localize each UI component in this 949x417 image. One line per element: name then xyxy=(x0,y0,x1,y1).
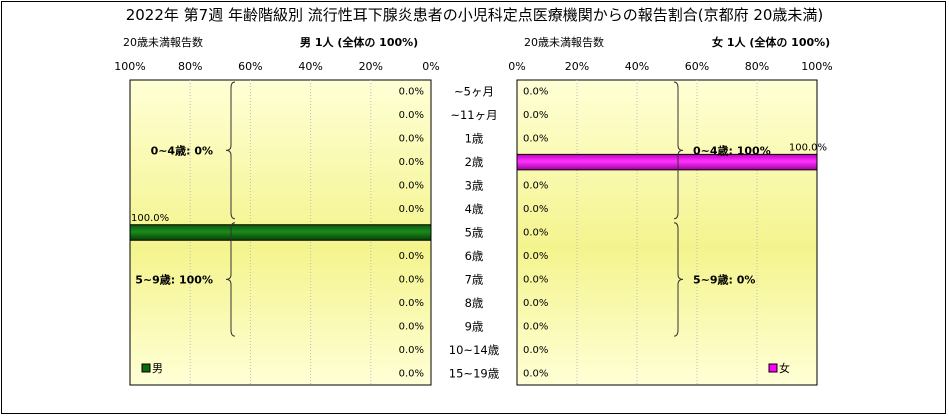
right-data-label: 0.0% xyxy=(523,251,548,262)
left-age-group-label: 0~4歳: 0% xyxy=(151,143,213,157)
left-data-label: 0.0% xyxy=(399,134,424,145)
right-data-label: 0.0% xyxy=(523,110,548,121)
left-panel-header: 20歳未満報告数 xyxy=(123,36,203,49)
right-data-label: 0.0% xyxy=(523,204,548,215)
right-data-label: 0.0% xyxy=(523,345,548,356)
age-category-label: 5歳 xyxy=(465,226,484,240)
left-x-tick-label: 20% xyxy=(359,60,383,73)
left-data-label: 0.0% xyxy=(399,298,424,309)
right-data-label: 0.0% xyxy=(523,274,548,285)
right-data-label: 0.0% xyxy=(523,181,548,192)
age-category-label: 1歳 xyxy=(465,132,484,146)
left-data-label: 0.0% xyxy=(399,345,424,356)
female-total-label: 女 1人 (全体の 100%) xyxy=(712,36,831,49)
left-data-label: 100.0% xyxy=(131,213,169,224)
left-data-label: 0.0% xyxy=(399,110,424,121)
right-plot-area xyxy=(516,79,818,386)
right-panel-header: 20歳未満報告数 xyxy=(524,36,604,49)
age-category-label: 3歳 xyxy=(465,179,484,193)
legend-female-swatch xyxy=(768,363,778,373)
left-x-tick-label: 60% xyxy=(238,60,262,73)
right-age-group-label: 5~9歳: 0% xyxy=(693,272,755,286)
left-data-label: 0.0% xyxy=(399,321,424,332)
age-category-label: 4歳 xyxy=(465,202,484,216)
right-x-tick-label: 40% xyxy=(625,60,649,73)
right-data-label: 0.0% xyxy=(523,321,548,332)
legend-male-swatch xyxy=(141,363,151,373)
left-data-label: 0.0% xyxy=(399,181,424,192)
right-age-group-label: 0~4歳: 100% xyxy=(693,143,771,157)
right-data-label: 0.0% xyxy=(523,298,548,309)
right-data-label: 0.0% xyxy=(523,228,548,239)
left-x-tick-label: 80% xyxy=(178,60,202,73)
left-age-group-brace xyxy=(225,222,236,337)
age-category-label: 2歳 xyxy=(465,155,484,169)
left-data-label: 0.0% xyxy=(399,368,424,379)
age-category-label: ~11ヶ月 xyxy=(450,108,497,122)
left-bar xyxy=(129,224,432,241)
age-category-label: 7歳 xyxy=(465,272,484,286)
right-x-tick-label: 100% xyxy=(801,60,832,73)
male-total-label: 男 1人 (全体の 100%) xyxy=(300,36,419,49)
right-x-tick-label: 60% xyxy=(685,60,709,73)
left-data-label: 0.0% xyxy=(399,274,424,285)
left-data-label: 0.0% xyxy=(399,87,424,98)
left-x-tick-label: 40% xyxy=(298,60,322,73)
chart-title: 2022年 第7週 年齢階級別 流行性耳下腺炎患者の小児科定点医療機関からの報告… xyxy=(125,6,824,24)
left-data-label: 0.0% xyxy=(399,251,424,262)
right-x-tick-label: 20% xyxy=(565,60,589,73)
age-category-label: 10~14歳 xyxy=(449,343,500,357)
left-data-label: 0.0% xyxy=(399,157,424,168)
age-category-label: ~5ヶ月 xyxy=(454,85,494,99)
age-category-label: 15~19歳 xyxy=(449,366,500,380)
age-category-label: 9歳 xyxy=(465,319,484,333)
right-bar xyxy=(516,153,818,171)
left-age-group-brace xyxy=(225,81,236,220)
left-age-group-label: 5~9歳: 100% xyxy=(135,272,213,286)
right-x-tick-label: 0% xyxy=(508,60,525,73)
right-data-label: 100.0% xyxy=(789,142,827,153)
age-category-label: 8歳 xyxy=(465,296,484,310)
right-age-group-brace xyxy=(673,222,684,337)
right-data-label: 0.0% xyxy=(523,87,548,98)
right-data-label: 0.0% xyxy=(523,368,548,379)
right-age-group-brace xyxy=(673,81,684,220)
legend-male-label: 男 xyxy=(152,362,163,375)
left-x-tick-label: 0% xyxy=(422,60,439,73)
left-data-label: 0.0% xyxy=(399,204,424,215)
age-category-label: 6歳 xyxy=(465,249,484,263)
right-data-label: 0.0% xyxy=(523,134,548,145)
left-x-tick-label: 100% xyxy=(114,60,145,73)
legend-female-label: 女 xyxy=(779,361,790,375)
right-x-tick-label: 80% xyxy=(745,60,769,73)
